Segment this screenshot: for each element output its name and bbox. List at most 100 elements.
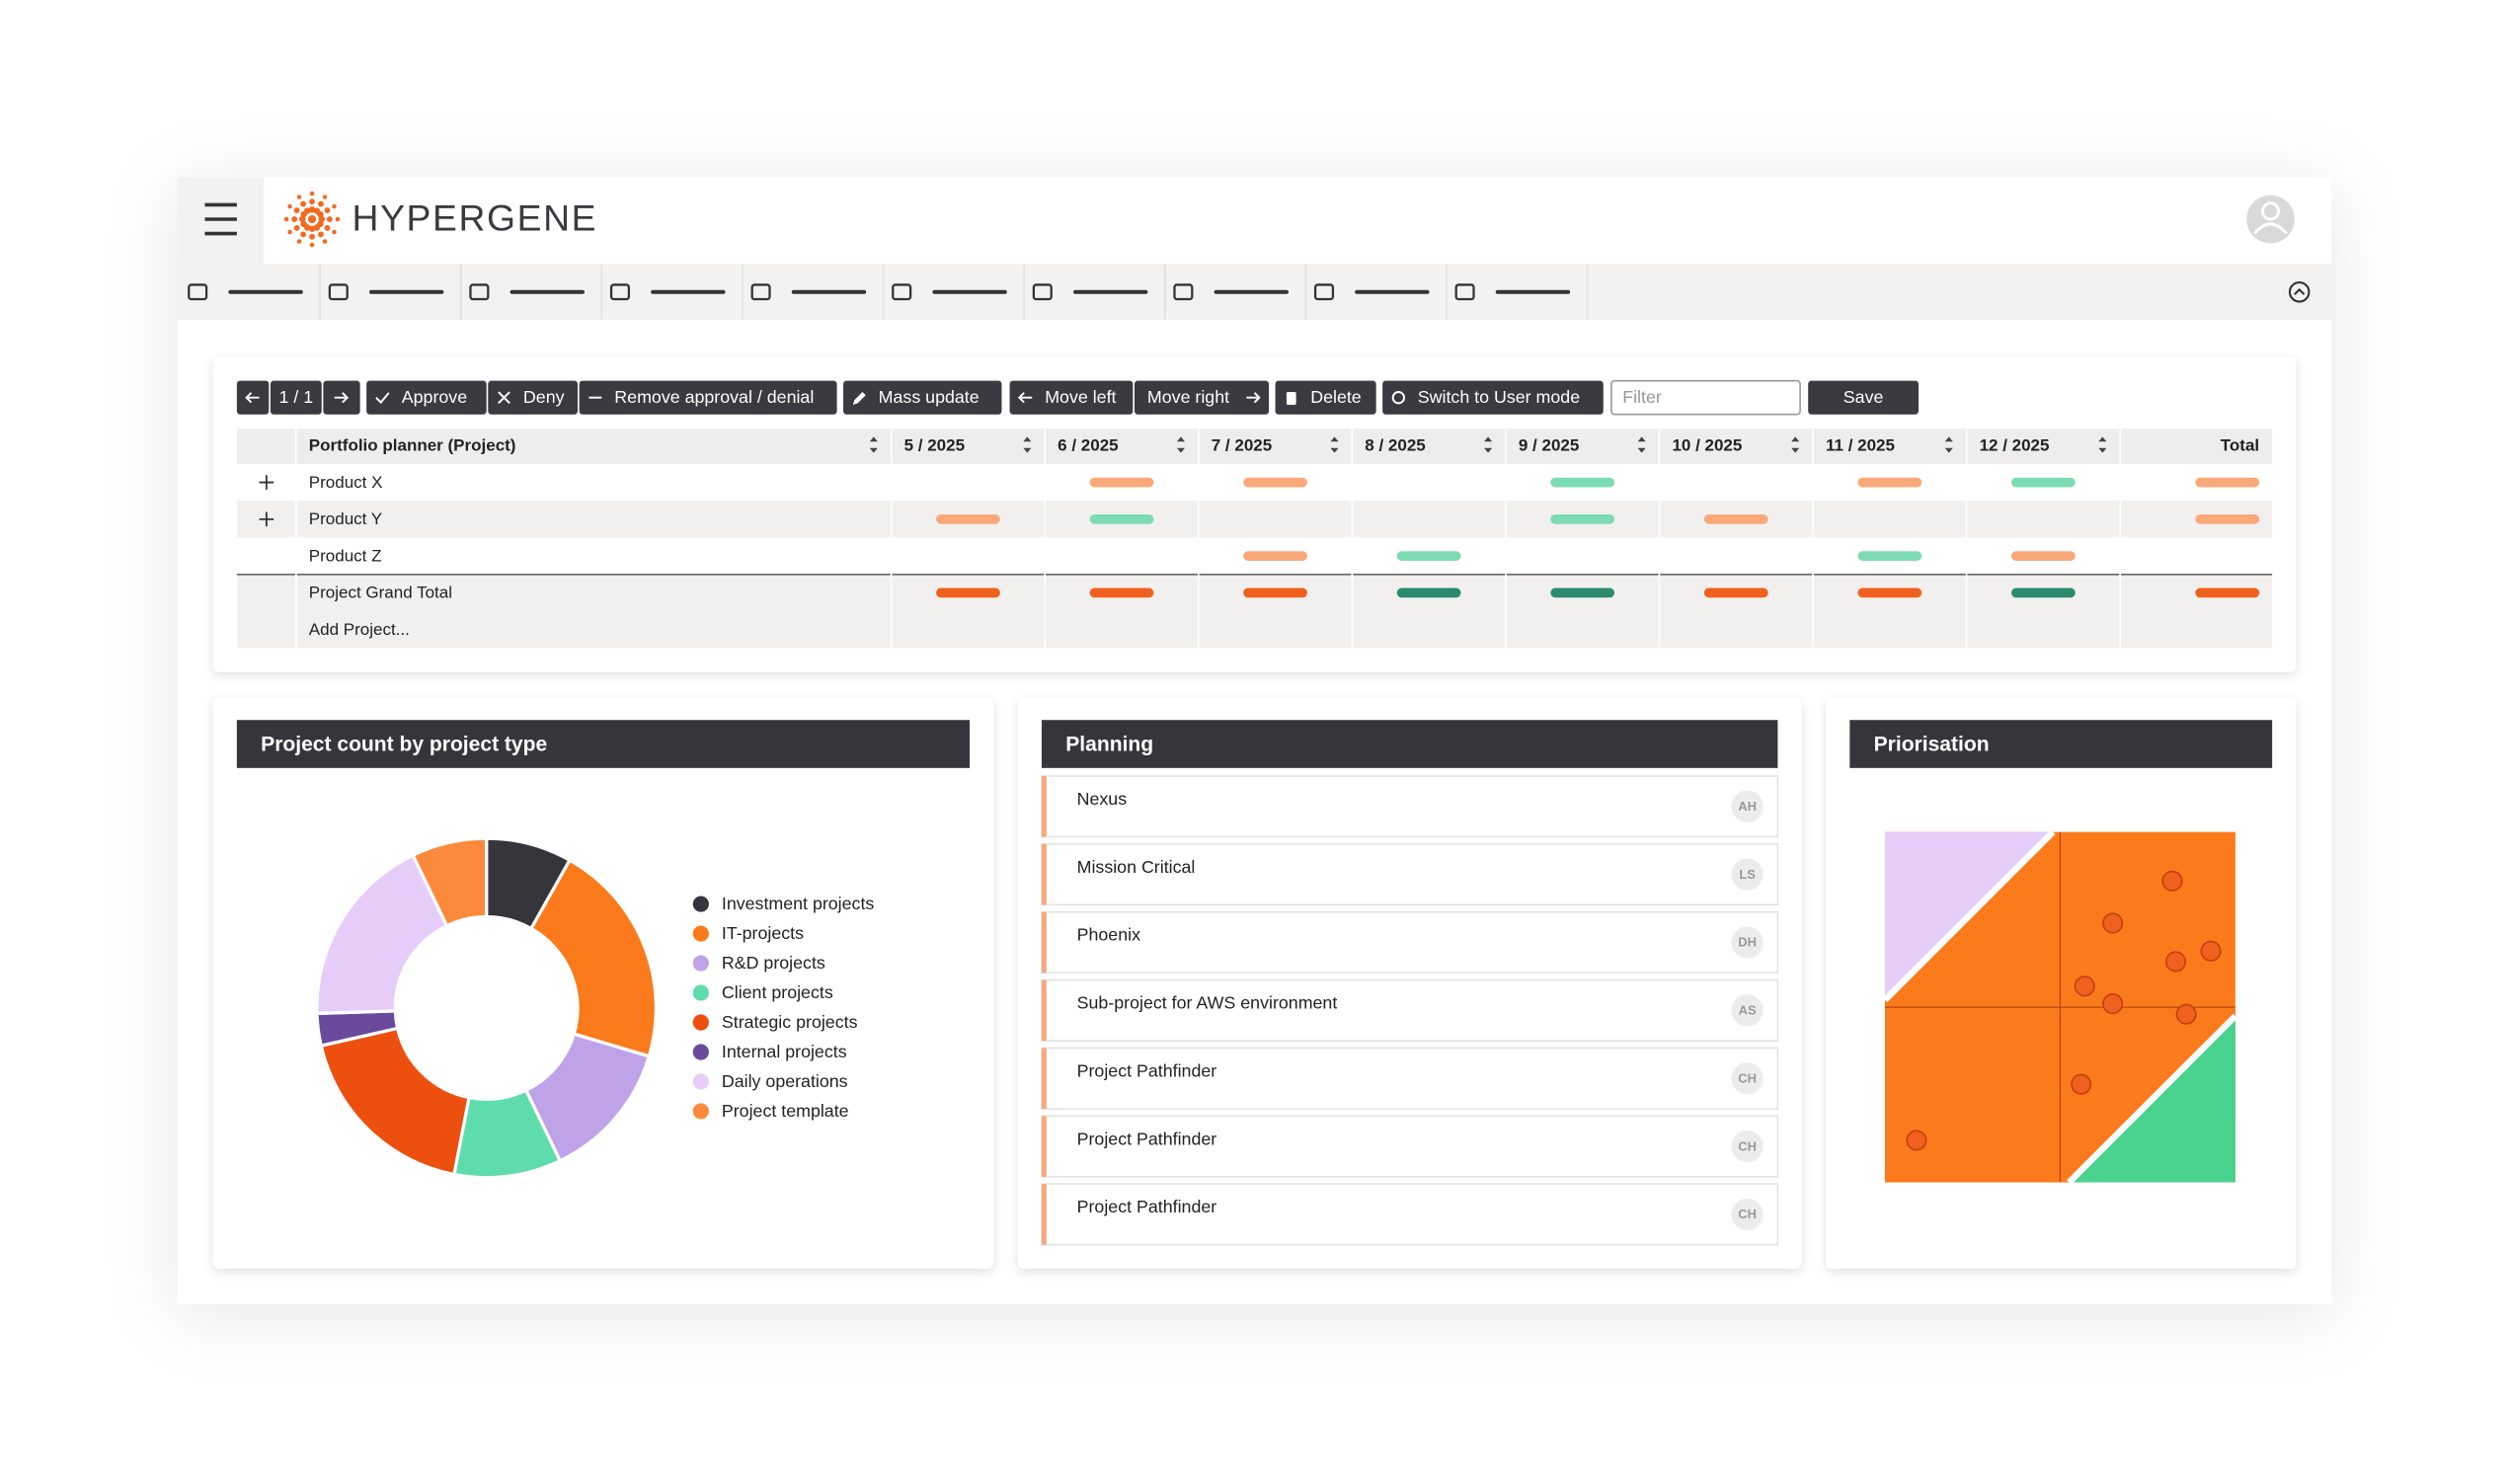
- logo-mark: [283, 191, 341, 248]
- nav-item[interactable]: [892, 264, 1025, 321]
- nav-item[interactable]: [1313, 264, 1448, 321]
- donut-segment[interactable]: [315, 852, 449, 1016]
- timeline-pill[interactable]: [2195, 477, 2260, 488]
- expand-icon[interactable]: [259, 475, 274, 490]
- sort-icon[interactable]: [1176, 436, 1186, 453]
- item-accent: [1041, 1184, 1047, 1245]
- timeline-pill[interactable]: [1089, 587, 1154, 598]
- timeline-pill[interactable]: [1857, 587, 1922, 598]
- toolbar-button[interactable]: [1009, 380, 1134, 415]
- nav-item[interactable]: [1032, 264, 1166, 321]
- nav-item[interactable]: [750, 264, 885, 321]
- timeline-pill[interactable]: [2195, 513, 2260, 524]
- sort-icon[interactable]: [1330, 436, 1339, 453]
- timeline-pill[interactable]: [2010, 477, 2076, 488]
- timeline-pill[interactable]: [2195, 587, 2260, 598]
- project-dot[interactable]: [2071, 1073, 2092, 1095]
- nav-item[interactable]: [1454, 264, 1589, 321]
- project-dot[interactable]: [2161, 870, 2183, 892]
- toolbar-button[interactable]: [843, 380, 1002, 415]
- donut-segment[interactable]: [410, 836, 489, 928]
- toolbar-button[interactable]: [366, 380, 487, 415]
- planning-item[interactable]: Mission Critical LS: [1041, 842, 1779, 906]
- planning-item[interactable]: Nexus AH: [1041, 775, 1779, 838]
- logo-dot: [293, 207, 300, 214]
- button-label: Mass update: [879, 387, 980, 407]
- save-button[interactable]: [1808, 380, 1920, 415]
- timeline-pill[interactable]: [936, 587, 1000, 598]
- nav-item[interactable]: [188, 264, 321, 321]
- timeline-pill[interactable]: [1396, 551, 1461, 561]
- toolbar-button[interactable]: [1382, 380, 1604, 415]
- logo-dot: [309, 242, 315, 248]
- logo-dot: [324, 207, 331, 214]
- collapse-button[interactable]: [2288, 280, 2311, 303]
- item-bg: [1041, 1115, 1779, 1178]
- timeline-pill[interactable]: [1703, 513, 1768, 524]
- planning-item[interactable]: Project Pathfinder CH: [1041, 1183, 1779, 1246]
- timeline-pill[interactable]: [1089, 477, 1154, 488]
- sort-icon[interactable]: [1944, 436, 1953, 453]
- timeline-pill[interactable]: [1550, 587, 1615, 598]
- item-name: Nexus: [1077, 789, 1128, 809]
- nav-icon: [1032, 283, 1053, 301]
- nav-icon: [469, 283, 490, 301]
- project-dot[interactable]: [2200, 940, 2222, 962]
- donut-segment[interactable]: [319, 1026, 471, 1177]
- timeline-pill[interactable]: [1243, 551, 1307, 561]
- timeline-pill[interactable]: [1857, 551, 1922, 561]
- planning-item[interactable]: Project Pathfinder CH: [1041, 1047, 1779, 1110]
- planning-item[interactable]: Sub-project for AWS environment AS: [1041, 978, 1779, 1042]
- timeline-pill[interactable]: [1550, 477, 1615, 488]
- timeline-pill[interactable]: [1396, 587, 1461, 598]
- toolbar-button[interactable]: [1134, 380, 1270, 415]
- arrow-icon: [1017, 392, 1033, 404]
- project-dot[interactable]: [1906, 1130, 1927, 1151]
- sort-icon[interactable]: [1023, 436, 1032, 453]
- initials-badge: [1731, 926, 1764, 959]
- sort-icon[interactable]: [1637, 436, 1646, 453]
- project-dot[interactable]: [2102, 993, 2124, 1015]
- sort-icon[interactable]: [2098, 436, 2107, 453]
- sort-icon[interactable]: [1484, 436, 1493, 453]
- project-dot[interactable]: [2102, 912, 2124, 934]
- pencil-icon: [852, 392, 866, 405]
- toolbar-button[interactable]: [488, 380, 579, 415]
- refresh-icon: [1391, 391, 1405, 405]
- nav-item[interactable]: [609, 264, 744, 321]
- timeline-pill[interactable]: [2010, 551, 2076, 561]
- nav-item[interactable]: [1173, 264, 1307, 321]
- toolbar-button[interactable]: [579, 380, 837, 415]
- planning-item[interactable]: Phoenix DH: [1041, 910, 1779, 975]
- card-header: [236, 720, 971, 768]
- toolbar-button[interactable]: [1275, 380, 1376, 415]
- item-accent: [1041, 775, 1047, 837]
- item-bg: [1041, 1047, 1779, 1110]
- timeline-pill[interactable]: [1857, 477, 1922, 488]
- timeline-pill[interactable]: [1243, 477, 1307, 488]
- timeline-pill[interactable]: [1089, 513, 1154, 524]
- timeline-pill[interactable]: [936, 513, 1000, 524]
- project-dot[interactable]: [2074, 976, 2095, 997]
- timeline-pill[interactable]: [1550, 513, 1615, 524]
- initials: CH: [1738, 1070, 1757, 1085]
- project-dot[interactable]: [2164, 951, 2187, 973]
- nav-icon: [750, 283, 771, 301]
- hamburger-menu[interactable]: [204, 202, 237, 236]
- table-row: [236, 501, 2273, 538]
- timeline-pill[interactable]: [1703, 587, 1768, 598]
- donut-segment[interactable]: [528, 858, 659, 1058]
- add-project[interactable]: Add Project...: [309, 620, 410, 639]
- planning-item[interactable]: Project Pathfinder CH: [1041, 1115, 1779, 1178]
- nav-item[interactable]: [328, 264, 462, 321]
- timeline-pill[interactable]: [1243, 587, 1307, 598]
- expand-icon[interactable]: [259, 511, 274, 527]
- nav-item[interactable]: [469, 264, 603, 321]
- filter-input[interactable]: [1610, 379, 1801, 416]
- timeline-pill[interactable]: [2010, 587, 2076, 598]
- sort-icon[interactable]: [869, 436, 878, 453]
- sort-icon[interactable]: [1791, 436, 1800, 453]
- project-dot[interactable]: [2175, 1003, 2197, 1025]
